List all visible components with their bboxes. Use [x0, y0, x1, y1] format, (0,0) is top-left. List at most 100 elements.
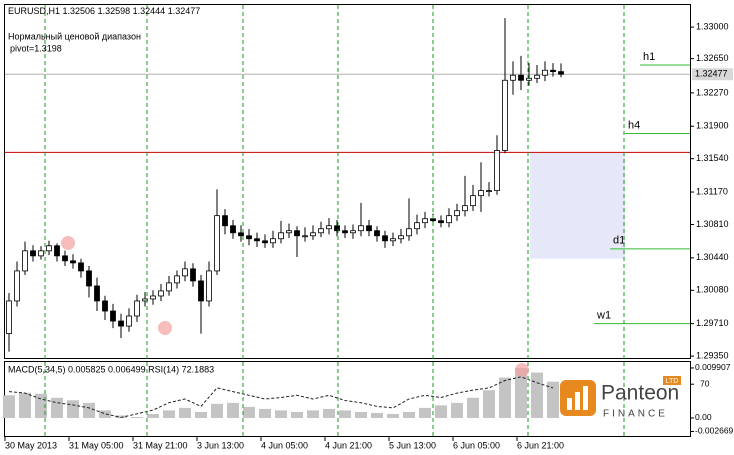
- macd-bar: [419, 407, 431, 418]
- candle-body: [334, 225, 340, 232]
- candle-body: [214, 215, 220, 272]
- rsi-tick-label: 70: [700, 378, 710, 388]
- macd-bar: [243, 406, 255, 418]
- candle-body: [486, 190, 492, 193]
- price-label: 1.32477: [695, 69, 728, 79]
- y-tick-label: 0.00: [695, 412, 712, 422]
- macd-bar: [451, 402, 463, 418]
- candle-body: [286, 230, 292, 234]
- macd-bar: [115, 415, 127, 418]
- candle-body: [174, 275, 180, 284]
- macd-bar: [387, 413, 399, 418]
- x-tick-label: 31 May 05:00: [69, 440, 124, 450]
- last-open: 1.32506: [63, 6, 96, 16]
- x-tick-label: 30 May 2013: [5, 440, 57, 450]
- candle-body: [358, 225, 364, 232]
- candle-body: [478, 190, 484, 197]
- highlights: [61, 236, 529, 377]
- macd-bar: [403, 411, 415, 418]
- candle-body: [54, 245, 60, 257]
- candle-body: [558, 71, 564, 75]
- candle-body: [518, 74, 524, 81]
- macd-bar: [179, 407, 191, 418]
- candle-body: [294, 230, 300, 237]
- symbol-line: EURUSD,H1 1.32506 1.32598 1.32444 1.3247…: [8, 6, 200, 16]
- candle-body: [158, 290, 164, 297]
- x-tick-label: 31 May 21:00: [133, 440, 188, 450]
- candle-body: [462, 205, 468, 212]
- candle-body: [86, 270, 92, 287]
- y-tick-label: 1.33000: [696, 21, 729, 31]
- period-separators: [44, 5, 625, 437]
- candle-body: [6, 300, 12, 334]
- candle-body: [470, 195, 476, 207]
- macd-bar: [547, 381, 559, 418]
- highlight: [158, 321, 172, 335]
- candle-body: [134, 300, 140, 317]
- y-tick-label: 1.30080: [696, 285, 729, 295]
- logo-bar: [583, 386, 588, 410]
- indicator-title: MACD(5,34,5) 0.005825 0.006499 RSI(14) 7…: [8, 364, 214, 374]
- logo-sub: FINANCE: [603, 409, 668, 420]
- candle-body: [46, 245, 52, 252]
- candle-body: [430, 218, 436, 222]
- candle-body: [230, 225, 236, 234]
- last-close: 1.32477: [168, 6, 201, 16]
- macd-bar: [371, 412, 383, 418]
- plot-layer: h1 h4 d1 w1: [3, 18, 690, 419]
- y-tick-label: 1.32270: [696, 87, 729, 97]
- candle-body: [542, 69, 548, 76]
- candle-body: [94, 285, 100, 302]
- macd-bar: [435, 405, 447, 418]
- candle-body: [238, 232, 244, 237]
- macd-bar: [51, 397, 63, 418]
- main-panel: [4, 4, 691, 359]
- candle-body: [454, 210, 460, 217]
- x-tick-label: 4 Jun 21:00: [325, 440, 372, 450]
- x-tick-label: 6 Jun 05:00: [453, 440, 500, 450]
- rsi-line: [8, 376, 554, 419]
- y-tick-label: 1.32650: [696, 53, 729, 63]
- macd-bar: [515, 368, 527, 418]
- candle-body: [366, 225, 372, 232]
- x-tick-label: 6 Jun 21:00: [517, 440, 564, 450]
- candle-body: [14, 270, 20, 302]
- macd-bar: [147, 413, 159, 418]
- candle-body: [326, 225, 332, 230]
- candle-body: [446, 215, 452, 224]
- level-label: h4: [628, 119, 640, 131]
- candle-body: [342, 230, 348, 234]
- y-tick-label: 1.31540: [696, 153, 729, 163]
- candle-body: [78, 262, 84, 272]
- candle-body: [166, 282, 172, 292]
- macd-bar: [99, 410, 111, 418]
- candle-body: [406, 228, 412, 237]
- logo-badge-bg: [663, 376, 681, 385]
- candle-body: [398, 235, 404, 240]
- candle-body: [550, 69, 556, 73]
- macd-bar: [499, 377, 511, 418]
- candle-body: [102, 300, 108, 312]
- candle-body: [526, 77, 532, 81]
- macd-bar: [339, 410, 351, 418]
- candle-body: [206, 270, 212, 302]
- y-tick-label: 1.31900: [696, 121, 729, 131]
- candle-body: [22, 250, 28, 272]
- y-tick-label: 1.30440: [696, 252, 729, 262]
- macd-bar: [227, 402, 239, 418]
- macd-bar: [19, 392, 31, 418]
- y-tick-label: -0.002669: [695, 426, 734, 436]
- macd-bar: [483, 390, 495, 418]
- logo-bar: [567, 398, 572, 410]
- candle-body: [390, 238, 396, 242]
- macd-bar: [355, 411, 367, 418]
- logo-badge: LTD: [666, 378, 679, 385]
- candle-body: [278, 232, 284, 240]
- candle-body: [510, 74, 516, 81]
- candle-body: [318, 228, 324, 234]
- macd-bar: [3, 395, 15, 418]
- y-tick-label: 0.009907: [695, 362, 731, 372]
- range-note: Нормальный ценовой диапазон: [8, 31, 141, 41]
- logo-bar: [575, 392, 580, 410]
